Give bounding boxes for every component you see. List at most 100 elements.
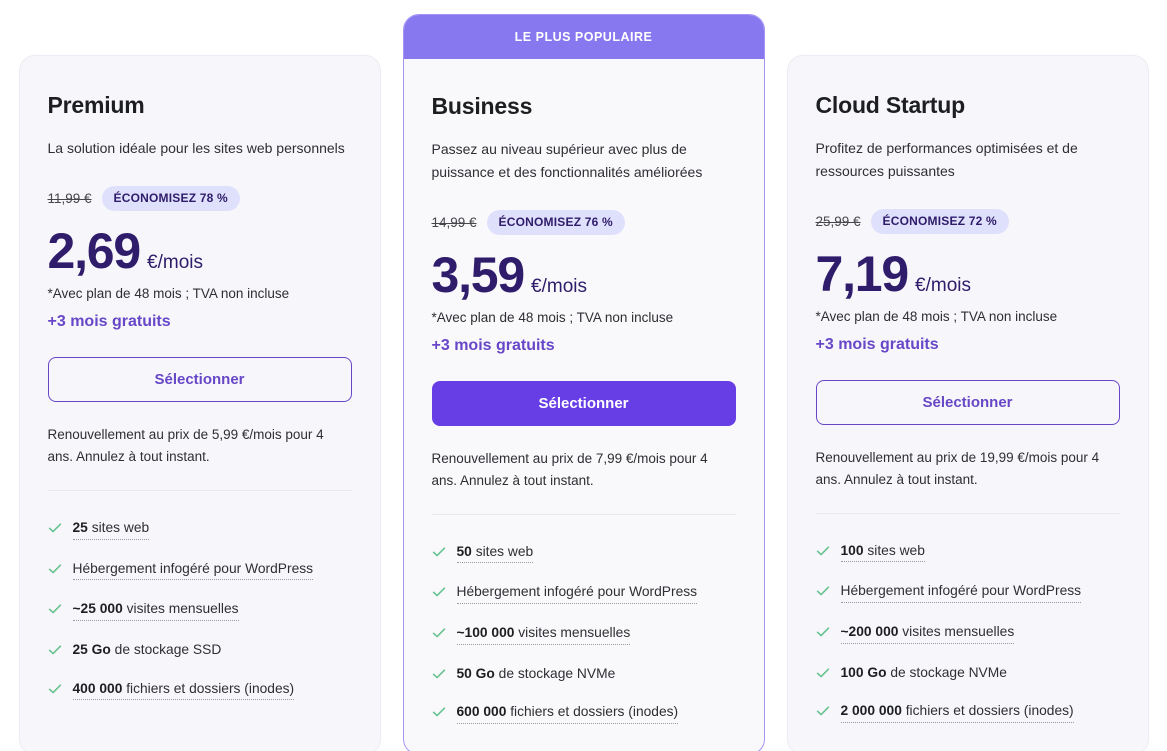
feature-label[interactable]: 50 sites web xyxy=(456,543,534,564)
feature-item[interactable]: 50 Go de stockage NVMe xyxy=(432,665,736,684)
check-icon xyxy=(816,625,830,639)
check-icon xyxy=(48,602,62,616)
select-plan-button[interactable]: Sélectionner xyxy=(47,357,352,403)
free-months-note: +3 mois gratuits xyxy=(47,313,171,331)
renewal-note: Renouvellement au prix de 19,99 €/mois p… xyxy=(815,450,1100,487)
check-icon xyxy=(432,585,446,599)
free-months-note: +3 mois gratuits xyxy=(431,337,555,355)
select-plan-button[interactable]: Sélectionner xyxy=(815,380,1120,426)
feature-label[interactable]: ~200 000 visites mensuelles xyxy=(840,623,1015,644)
check-icon xyxy=(432,545,446,559)
savings-badge: ÉCONOMISEZ 76 % xyxy=(486,209,625,235)
savings-badge: ÉCONOMISEZ 72 % xyxy=(870,208,1009,234)
price-comparison-row: 14,99 € ÉCONOMISEZ 76 % xyxy=(432,209,736,235)
feature-item[interactable]: ~200 000 visites mensuelles xyxy=(816,623,1120,644)
feature-label[interactable]: Hébergement infogéré pour WordPress xyxy=(72,560,314,581)
plan-card-premium[interactable]: Premium La solution idéale pour les sites… xyxy=(18,55,381,751)
check-icon xyxy=(816,666,830,680)
feature-highlight: 100 Go xyxy=(840,664,887,680)
feature-item[interactable]: 2 000 000 fichiers et dossiers (inodes) xyxy=(816,702,1120,723)
feature-label[interactable]: 25 Go de stockage SSD xyxy=(73,641,222,660)
plan-description: Profitez de performances optimisées et d… xyxy=(815,140,1078,179)
feature-label[interactable]: Hébergement infogéré pour WordPress xyxy=(840,582,1082,604)
price-amount: 2,69 xyxy=(47,222,142,279)
feature-rest: Hébergement infogéré pour WordPress xyxy=(72,560,314,576)
plan-title: Business xyxy=(431,93,533,119)
feature-rest: visites mensuelles xyxy=(898,624,1015,640)
feature-item[interactable]: 400 000 fichiers et dossiers (inodes) xyxy=(48,680,352,701)
feature-rest: visites mensuelles xyxy=(122,601,239,617)
check-icon xyxy=(48,521,62,535)
price-unit: €/mois xyxy=(915,274,971,296)
savings-badge: ÉCONOMISEZ 78 % xyxy=(101,185,240,211)
feature-rest: fichiers et dossiers (inodes) xyxy=(901,703,1074,719)
feature-item[interactable]: Hébergement infogéré pour WordPress xyxy=(48,560,352,581)
feature-item[interactable]: Hébergement infogéré pour WordPress xyxy=(816,582,1120,604)
renewal-note: Renouvellement au prix de 5,99 €/mois po… xyxy=(47,427,324,465)
feature-label[interactable]: ~25 000 visites mensuelles xyxy=(72,600,239,621)
plan-card-cloud-startup[interactable]: Cloud Startup Profitez de performances op… xyxy=(786,55,1149,751)
price-unit: €/mois xyxy=(147,251,203,273)
original-price: 25,99 € xyxy=(815,213,861,229)
feature-highlight: ~25 000 xyxy=(72,601,123,617)
feature-list: 25 sites web Hébergement infogéré pour Wo… xyxy=(48,501,352,720)
check-icon xyxy=(432,705,446,719)
feature-highlight: ~200 000 xyxy=(840,624,899,640)
plan-description: Passez au niveau supérieur avec plus de … xyxy=(431,141,703,180)
feature-item[interactable]: 100 Go de stockage NVMe xyxy=(816,664,1120,683)
select-plan-button[interactable]: Sélectionner xyxy=(431,381,736,427)
feature-label[interactable]: Hébergement infogéré pour WordPress xyxy=(456,583,698,605)
feature-item[interactable]: ~100 000 visites mensuelles xyxy=(432,624,736,645)
feature-highlight: 400 000 xyxy=(72,680,123,696)
section-divider xyxy=(815,512,1120,514)
feature-highlight: 50 xyxy=(456,543,472,559)
price-unit: €/mois xyxy=(531,275,587,297)
feature-item[interactable]: 50 sites web xyxy=(432,543,736,564)
price-row: 2,69 €/mois xyxy=(48,223,352,281)
feature-rest: fichiers et dossiers (inodes) xyxy=(506,704,679,720)
check-icon xyxy=(48,682,62,696)
feature-item[interactable]: 25 sites web xyxy=(48,519,352,540)
feature-rest: de stockage SSD xyxy=(110,641,222,657)
feature-label[interactable]: 100 sites web xyxy=(840,542,925,563)
feature-rest: Hébergement infogéré pour WordPress xyxy=(456,584,698,600)
feature-item[interactable]: 600 000 fichiers et dossiers (inodes) xyxy=(432,703,736,724)
feature-label[interactable]: 100 Go de stockage NVMe xyxy=(841,664,1007,683)
feature-rest: de stockage NVMe xyxy=(494,665,616,681)
feature-item[interactable]: 25 Go de stockage SSD xyxy=(48,641,352,660)
price-row: 3,59 €/mois xyxy=(432,247,736,305)
plan-card-business[interactable]: LE PLUS POPULAIRE Business Passez au nivea… xyxy=(402,14,765,751)
section-divider xyxy=(431,513,736,515)
price-disclaimer: *Avec plan de 48 mois ; TVA non incluse xyxy=(431,310,674,326)
feature-rest: visites mensuelles xyxy=(514,625,631,641)
feature-rest: sites web xyxy=(863,542,925,558)
check-icon xyxy=(816,584,830,598)
feature-highlight: 25 Go xyxy=(72,641,111,657)
feature-highlight: 2 000 000 xyxy=(840,703,902,719)
feature-label[interactable]: ~100 000 visites mensuelles xyxy=(456,624,631,645)
check-icon xyxy=(48,562,62,576)
plan-card-body: Cloud Startup Profitez de performances op… xyxy=(788,56,1148,751)
plan-description: La solution idéale pour les sites web pe… xyxy=(47,140,345,156)
price-comparison-row: 25,99 € ÉCONOMISEZ 72 % xyxy=(815,208,1120,234)
plan-card-body: Premium La solution idéale pour les sites… xyxy=(20,56,380,751)
feature-item[interactable]: ~25 000 visites mensuelles xyxy=(48,600,352,621)
renewal-note: Renouvellement au prix de 7,99 €/mois po… xyxy=(431,451,708,488)
feature-label[interactable]: 2 000 000 fichiers et dossiers (inodes) xyxy=(840,702,1074,723)
feature-label[interactable]: 600 000 fichiers et dossiers (inodes) xyxy=(456,703,679,724)
price-amount: 7,19 xyxy=(815,245,910,302)
feature-highlight: 25 xyxy=(72,520,88,536)
feature-label[interactable]: 50 Go de stockage NVMe xyxy=(457,665,616,684)
feature-highlight: 50 Go xyxy=(456,665,495,681)
check-icon xyxy=(48,643,62,657)
popular-banner: LE PLUS POPULAIRE xyxy=(403,15,764,59)
feature-label[interactable]: 400 000 fichiers et dossiers (inodes) xyxy=(72,680,295,701)
price-amount: 3,59 xyxy=(431,246,526,303)
feature-label[interactable]: 25 sites web xyxy=(72,519,150,540)
feature-rest: de stockage NVMe xyxy=(886,664,1007,680)
feature-item[interactable]: 100 sites web xyxy=(816,542,1120,563)
feature-highlight: 100 xyxy=(840,542,864,558)
feature-rest: Hébergement infogéré pour WordPress xyxy=(840,583,1082,599)
feature-item[interactable]: Hébergement infogéré pour WordPress xyxy=(432,583,736,605)
section-divider xyxy=(47,490,352,492)
